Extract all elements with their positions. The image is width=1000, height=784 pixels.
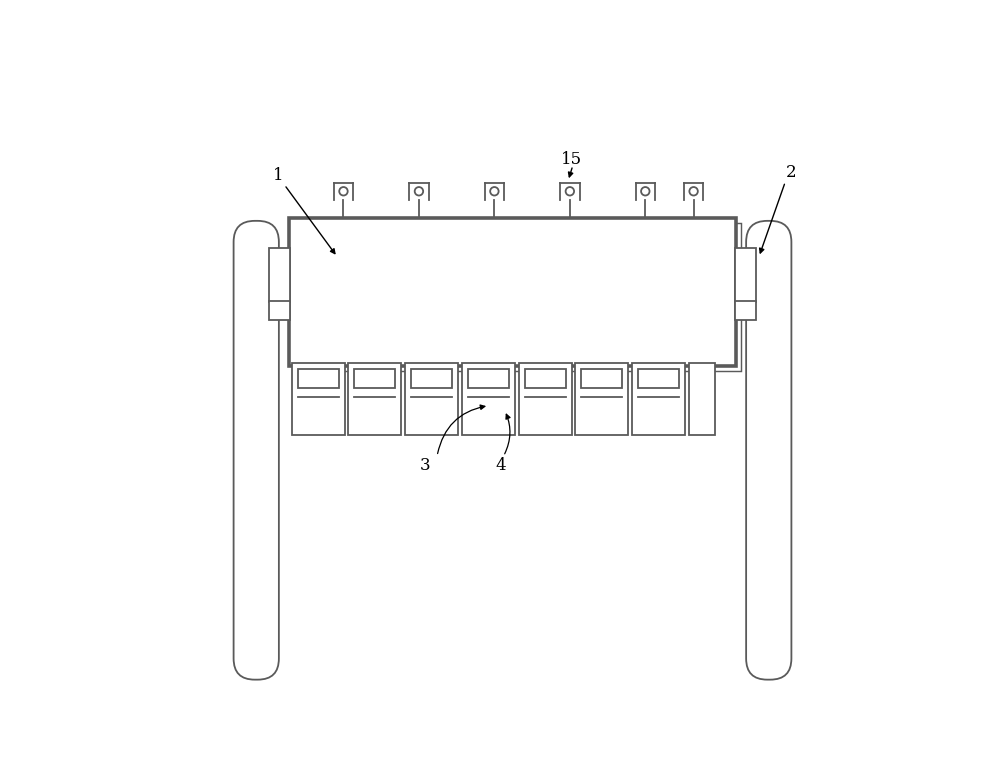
Bar [292,363,345,435]
Text: 4: 4 [495,457,506,474]
Bar [689,363,715,435]
Bar [269,248,290,303]
Text: 15: 15 [561,151,582,168]
Bar [411,368,452,388]
Bar [575,363,628,435]
Bar [468,368,509,388]
Bar [519,363,572,435]
Bar [581,368,622,388]
Bar [632,363,685,435]
Text: 2: 2 [786,164,797,181]
Text: 1: 1 [273,167,284,184]
Bar [525,368,566,388]
FancyBboxPatch shape [746,221,791,680]
Bar [354,368,395,388]
Bar [638,368,679,388]
Bar [462,363,515,435]
Bar [269,300,290,321]
Bar [735,300,756,321]
Bar [405,363,458,435]
Bar [298,368,339,388]
Bar [289,218,736,365]
Bar [735,248,756,303]
FancyBboxPatch shape [234,221,279,680]
Bar [294,223,741,371]
Bar [348,363,401,435]
Text: 3: 3 [420,457,430,474]
